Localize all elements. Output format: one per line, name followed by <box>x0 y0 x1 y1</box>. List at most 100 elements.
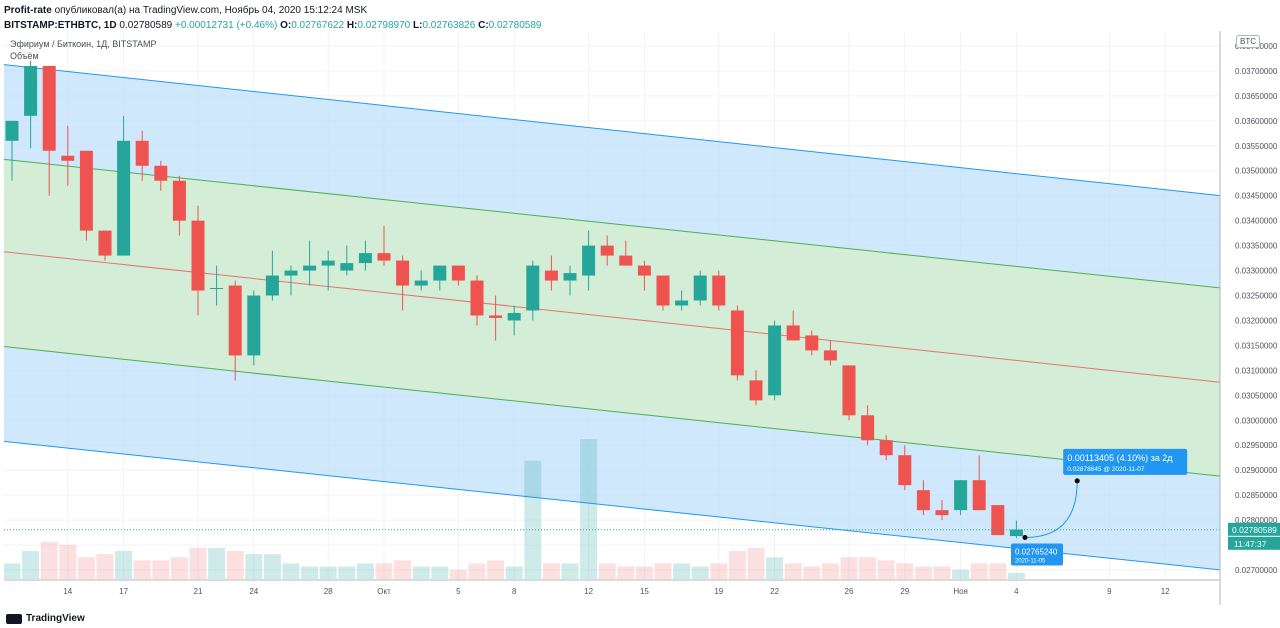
volume-bar <box>524 460 542 579</box>
volume-bar <box>673 563 691 579</box>
low-value: 0.02763826 <box>422 20 476 31</box>
candle-body <box>730 310 744 376</box>
volume-bar <box>431 566 449 579</box>
last-price-tag-bg <box>1228 522 1280 536</box>
candle-body <box>582 245 596 276</box>
time-axis-label: 9 <box>1107 587 1112 596</box>
volume-bar <box>301 566 319 579</box>
price-axis-label: 0.03550000 <box>1235 142 1278 151</box>
candle-body <box>916 490 930 511</box>
open-value: 0.02767622 <box>291 20 345 31</box>
time-axis-label: 29 <box>900 587 909 596</box>
candle-body <box>191 220 205 291</box>
price-axis-label: 0.02850000 <box>1235 491 1278 500</box>
candle-body <box>117 140 131 256</box>
candle-body <box>656 275 670 306</box>
low-price-label-bg <box>1011 543 1063 566</box>
time-axis-label: Ноя <box>953 587 968 596</box>
volume-bar <box>170 557 188 579</box>
currency-badge[interactable]: BTC <box>1236 35 1260 48</box>
candle-body <box>637 265 651 276</box>
volume-bar <box>728 551 746 579</box>
candle-body <box>172 180 186 221</box>
projection-curve <box>1024 480 1078 538</box>
publisher-name[interactable]: Profit-rate <box>4 5 52 16</box>
candle-body <box>79 150 93 231</box>
volume-bar <box>22 551 40 579</box>
low-price-label-subtext: 2020-11-05 <box>1015 558 1046 564</box>
volume-bar <box>859 557 877 579</box>
price-chart[interactable]: 0.00113405 (4.10%) за 2д 0.02878645 @ 202… <box>0 31 1280 605</box>
price-axis-label: 0.03500000 <box>1235 167 1278 176</box>
volume-bar <box>468 563 486 579</box>
candle-body <box>675 300 689 306</box>
price-axis-label: 0.02800000 <box>1235 516 1278 525</box>
time-axis-label: 19 <box>714 587 723 596</box>
volume-bar <box>449 569 467 579</box>
legend-volume[interactable]: Объём <box>10 51 39 61</box>
countdown-tag-bg <box>1228 536 1280 550</box>
last-price: 0.02780589 <box>119 20 173 31</box>
candle-body <box>544 270 558 281</box>
candle-body <box>433 265 447 281</box>
countdown-tag: 11:47:37 <box>1234 539 1267 549</box>
volume-bar <box>580 439 598 579</box>
candle-body <box>377 253 391 261</box>
volume-bar <box>4 563 21 579</box>
candle-body <box>935 510 949 516</box>
volume-bar <box>282 563 300 579</box>
volume-bar <box>654 563 672 579</box>
projection-label-text: 0.00113405 (4.10%) за 2д <box>1067 453 1173 463</box>
candle-body <box>823 350 837 361</box>
volume-bar <box>914 566 932 579</box>
candle-body <box>805 335 819 351</box>
plot-area <box>4 31 1220 580</box>
candle-body <box>619 255 633 266</box>
time-axis-label: 14 <box>63 587 72 596</box>
projection-label: 0.00113405 (4.10%) за 2д 0.02878645 @ 202… <box>1063 448 1188 475</box>
projection-label-bg <box>1063 448 1188 475</box>
time-axis-label: 26 <box>845 587 854 596</box>
price-axis-label: 0.03150000 <box>1235 341 1278 350</box>
price-axis-label: 0.02900000 <box>1235 466 1278 475</box>
candle-body <box>154 165 168 181</box>
candle-body <box>340 263 354 271</box>
volume-bar <box>821 563 839 579</box>
candle-body <box>228 285 242 356</box>
candle-body <box>563 273 577 281</box>
candle-body <box>879 440 893 456</box>
time-axis-label: 5 <box>456 587 461 596</box>
candle-body <box>898 455 912 486</box>
candle-body <box>5 120 19 141</box>
volume-bar <box>263 554 281 579</box>
volume-bar <box>40 541 58 579</box>
channel-inner-upper-line <box>4 158 1220 289</box>
volume-bar <box>989 563 1007 579</box>
candle-body <box>303 265 317 271</box>
publisher-line: Profit-rate опубликовал(а) на TradingVie… <box>4 3 542 18</box>
volume-bar <box>375 563 393 579</box>
price-axis-label: 0.03700000 <box>1235 67 1278 76</box>
time-axis-label: 17 <box>119 587 128 596</box>
candle-body <box>24 65 38 116</box>
candle-body <box>61 155 75 161</box>
volume-bar <box>635 566 653 579</box>
candle-body <box>470 280 484 316</box>
volume-bar <box>338 566 356 579</box>
channel-outer-upper-line <box>4 64 1220 197</box>
candle-body <box>1009 529 1023 537</box>
price-change: +0.00012731 (+0.46%) <box>175 20 278 31</box>
volume-bar <box>487 560 505 579</box>
channel-inner-lower-line <box>4 346 1220 477</box>
candle-body <box>991 505 1005 536</box>
symbol[interactable]: BITSTAMP:ETHBTC, 1D <box>4 20 117 31</box>
time-axis-label: Окт <box>377 587 391 596</box>
price-axis-label: 0.03000000 <box>1235 416 1278 425</box>
volume-bar <box>766 557 784 579</box>
projection-start-point <box>1022 534 1028 540</box>
candle-body <box>861 415 875 441</box>
time-axis-label: 22 <box>770 587 779 596</box>
brand-name: TradingView <box>26 613 85 624</box>
candle-body <box>489 315 503 318</box>
legend-title[interactable]: Эфириум / Биткоин, 1Д, BITSTAMP <box>10 39 157 49</box>
